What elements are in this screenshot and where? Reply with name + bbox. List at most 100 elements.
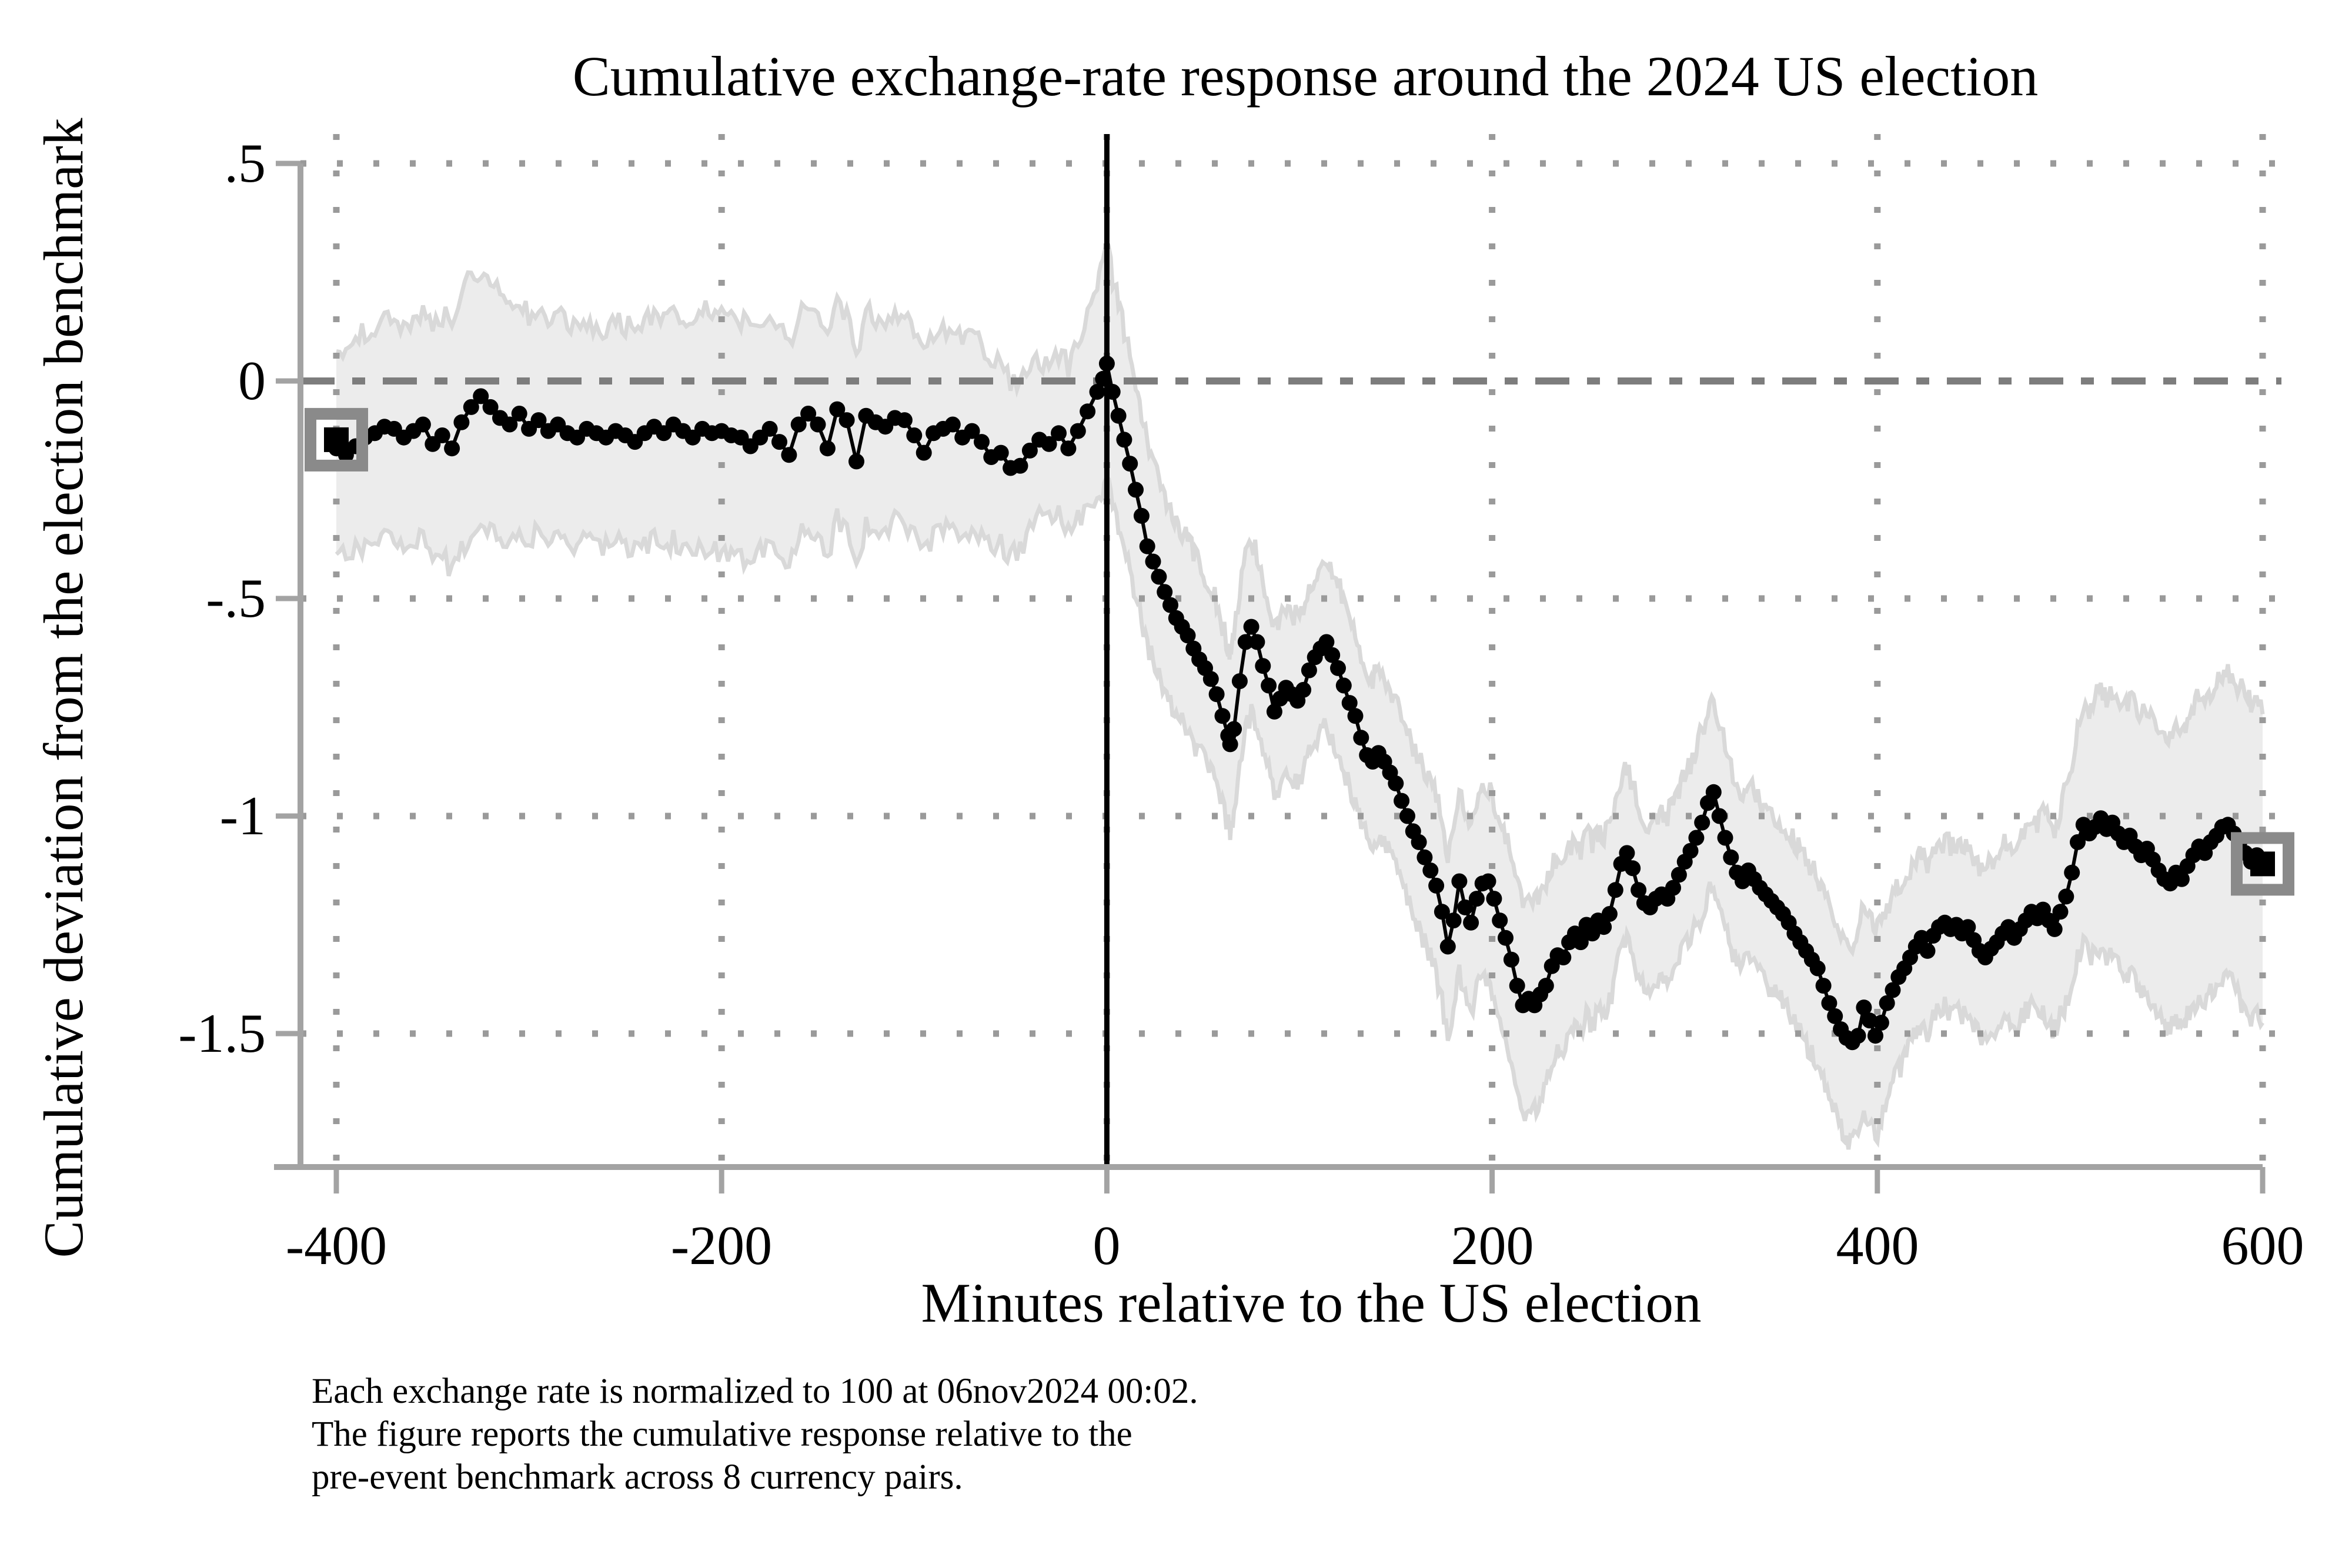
data-point	[1486, 891, 1502, 907]
data-point	[463, 399, 479, 415]
data-point	[1157, 584, 1173, 600]
data-point	[993, 444, 1009, 461]
note-line-3: pre-event benchmark across 8 currency pa…	[312, 1457, 963, 1497]
data-point	[1335, 677, 1352, 694]
data-point	[1439, 938, 1456, 955]
data-point	[1416, 849, 1433, 865]
data-point	[1538, 978, 1554, 994]
plot-area	[274, 134, 2294, 1193]
series-dots	[328, 355, 2271, 1051]
data-point	[1162, 597, 1178, 613]
data-point	[1509, 978, 1525, 994]
start-marker-core	[324, 427, 349, 452]
data-point	[1815, 978, 1832, 994]
data-point	[1041, 436, 1057, 452]
note-line-1: Each exchange rate is normalized to 100 …	[312, 1372, 1198, 1411]
data-point	[1202, 671, 1219, 687]
data-point	[829, 401, 846, 417]
data-point	[1243, 618, 1259, 635]
data-point	[1226, 721, 1242, 737]
data-point	[944, 416, 961, 433]
data-point	[1434, 904, 1450, 920]
x-tick-label-0: 0	[1093, 1215, 1121, 1276]
data-point	[916, 444, 932, 461]
y-tick-label-05: .5	[225, 133, 266, 194]
data-point	[790, 416, 807, 433]
y-tick-label-neg05: -.5	[206, 568, 266, 629]
data-point	[415, 416, 431, 433]
x-tick-label-400: 400	[1836, 1215, 1919, 1276]
data-point	[906, 427, 923, 443]
data-point	[2046, 921, 2063, 937]
data-point	[1631, 882, 1647, 898]
data-point	[1960, 919, 1976, 935]
data-point	[1619, 845, 1635, 861]
data-point	[1324, 647, 1341, 663]
start-marker-outline	[305, 407, 368, 472]
data-point	[1110, 407, 1127, 424]
data-point	[530, 412, 547, 429]
ci-band-lower-edge	[335, 473, 2264, 1150]
data-point	[1208, 686, 1225, 703]
data-point	[502, 416, 518, 433]
x-tick-labels: -400 -200 0 200 400 600	[286, 1215, 2304, 1276]
data-point	[848, 453, 864, 470]
data-point	[1347, 708, 1364, 724]
data-point	[1463, 914, 1479, 931]
data-point	[1060, 440, 1077, 457]
chart-title: Cumulative exchange-rate response around…	[573, 45, 2039, 108]
data-point	[1596, 919, 1612, 935]
data-point	[1151, 569, 1167, 585]
data-point	[1665, 880, 1681, 896]
note-line-2: The figure reports the cumulative respon…	[312, 1415, 1132, 1454]
data-point	[1261, 677, 1277, 694]
data-point	[1856, 999, 1872, 1016]
x-tick-label-600: 600	[2221, 1215, 2304, 1276]
data-point	[1295, 681, 1312, 698]
data-point	[1625, 860, 1641, 877]
data-point	[1318, 634, 1335, 650]
data-point	[1080, 403, 1096, 420]
data-point	[1330, 660, 1346, 676]
data-point	[800, 406, 817, 422]
data-point	[1572, 934, 1589, 951]
data-point	[1503, 951, 1519, 968]
data-point	[1445, 912, 1462, 929]
data-point	[1095, 370, 1111, 387]
data-point	[2058, 888, 2074, 905]
data-point	[1919, 942, 1936, 959]
data-point	[1231, 673, 1248, 690]
data-point	[964, 423, 980, 439]
x-tick-label-200: 200	[1451, 1215, 1534, 1276]
data-point	[1451, 873, 1468, 890]
data-point	[1122, 456, 1138, 472]
data-point	[1133, 507, 1150, 524]
data-point	[1089, 384, 1105, 400]
data-point	[1428, 877, 1445, 894]
data-point	[2052, 904, 2069, 920]
end-marker-core	[2250, 851, 2275, 877]
data-point	[819, 440, 836, 457]
data-point	[1422, 862, 1439, 878]
data-point	[1717, 830, 1733, 846]
data-point	[1885, 982, 1901, 998]
data-point	[1341, 695, 1358, 711]
data-point	[1711, 808, 1728, 824]
data-point	[453, 414, 470, 430]
data-point	[1809, 960, 1826, 977]
data-point	[1480, 873, 1496, 890]
data-point	[1399, 808, 1415, 824]
data-point	[771, 434, 787, 450]
data-point	[896, 412, 913, 429]
data-point	[434, 427, 450, 443]
data-point	[2070, 834, 2086, 850]
data-point	[1237, 634, 1254, 650]
data-point	[1671, 867, 1687, 883]
x-axis-title: Minutes relative to the US election	[921, 1272, 1701, 1334]
data-point	[1249, 634, 1265, 650]
data-point	[1682, 842, 1699, 859]
data-point	[1879, 995, 1895, 1011]
y-tick-labels: .5 0 -.5 -1 -1.5	[178, 133, 266, 1064]
